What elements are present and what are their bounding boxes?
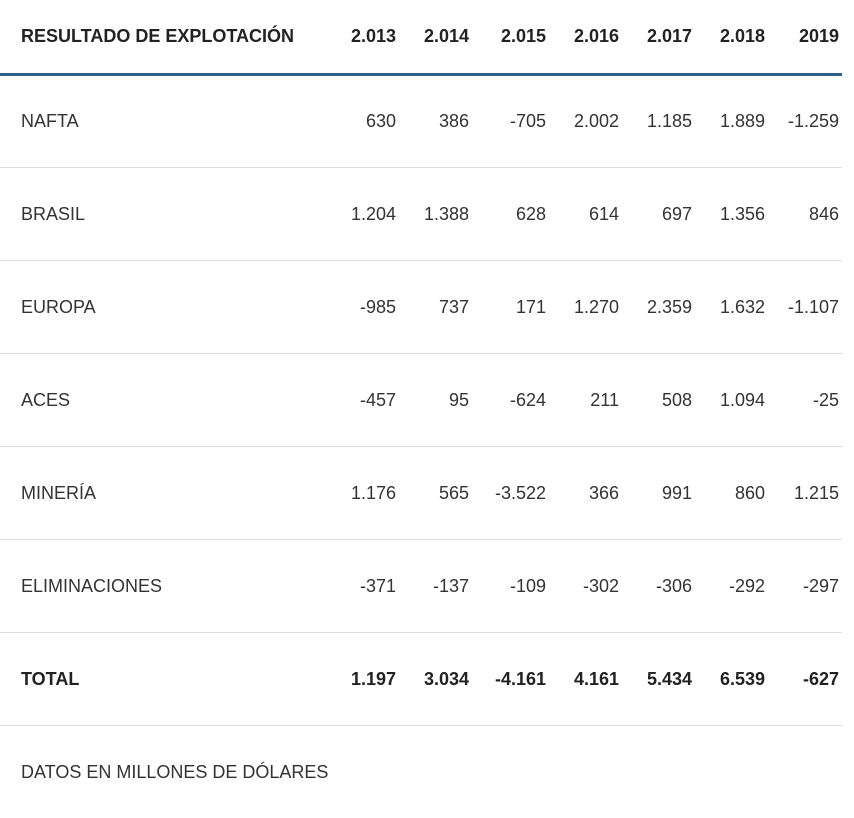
row-label: MINERÍA <box>0 447 318 540</box>
cell-value: 1.215 <box>765 447 842 540</box>
cell-value: 95 <box>396 354 469 447</box>
header-title: RESULTADO DE EXPLOTACIÓN <box>0 0 318 75</box>
row-label-total: TOTAL <box>0 633 318 726</box>
cell-value: -292 <box>692 540 765 633</box>
cell-value: 2.359 <box>619 261 692 354</box>
cell-total-value: 6.539 <box>692 633 765 726</box>
table-row: ELIMINACIONES -371 -137 -109 -302 -306 -… <box>0 540 842 633</box>
table-footnote: DATOS EN MILLONES DE DÓLARES <box>0 726 842 818</box>
table-header-row: RESULTADO DE EXPLOTACIÓN 2.013 2.014 2.0… <box>0 0 842 75</box>
cell-value: -1.107 <box>765 261 842 354</box>
table-row: EUROPA -985 737 171 1.270 2.359 1.632 -1… <box>0 261 842 354</box>
row-label: BRASIL <box>0 168 318 261</box>
cell-value: 2.002 <box>546 75 619 168</box>
table-row: MINERÍA 1.176 565 -3.522 366 991 860 1.2… <box>0 447 842 540</box>
cell-value: 737 <box>396 261 469 354</box>
cell-total-value: 3.034 <box>396 633 469 726</box>
cell-value: -137 <box>396 540 469 633</box>
cell-value: 1.270 <box>546 261 619 354</box>
cell-value: -985 <box>318 261 396 354</box>
header-year: 2.014 <box>396 0 469 75</box>
cell-value: 1.176 <box>318 447 396 540</box>
cell-value: 1.185 <box>619 75 692 168</box>
table-footnote-row: DATOS EN MILLONES DE DÓLARES <box>0 726 842 818</box>
cell-total-value: -627 <box>765 633 842 726</box>
cell-value: 565 <box>396 447 469 540</box>
header-year: 2.016 <box>546 0 619 75</box>
cell-value: 628 <box>469 168 546 261</box>
cell-value: 991 <box>619 447 692 540</box>
cell-total-value: 4.161 <box>546 633 619 726</box>
cell-value: -297 <box>765 540 842 633</box>
cell-value: -109 <box>469 540 546 633</box>
cell-value: -457 <box>318 354 396 447</box>
cell-value: 366 <box>546 447 619 540</box>
header-year: 2.018 <box>692 0 765 75</box>
header-year: 2.015 <box>469 0 546 75</box>
cell-value: 211 <box>546 354 619 447</box>
cell-value: -302 <box>546 540 619 633</box>
cell-value: 1.388 <box>396 168 469 261</box>
cell-total-value: 5.434 <box>619 633 692 726</box>
cell-value: 697 <box>619 168 692 261</box>
cell-total-value: 1.197 <box>318 633 396 726</box>
cell-value: 386 <box>396 75 469 168</box>
cell-value: -25 <box>765 354 842 447</box>
cell-total-value: -4.161 <box>469 633 546 726</box>
table-row: ACES -457 95 -624 211 508 1.094 -25 <box>0 354 842 447</box>
table-row: NAFTA 630 386 -705 2.002 1.185 1.889 -1.… <box>0 75 842 168</box>
row-label: NAFTA <box>0 75 318 168</box>
cell-value: 1.094 <box>692 354 765 447</box>
cell-value: -3.522 <box>469 447 546 540</box>
header-year: 2019 <box>765 0 842 75</box>
header-year: 2.013 <box>318 0 396 75</box>
cell-value: 1.632 <box>692 261 765 354</box>
cell-value: 1.356 <box>692 168 765 261</box>
row-label: EUROPA <box>0 261 318 354</box>
table-row: BRASIL 1.204 1.388 628 614 697 1.356 846 <box>0 168 842 261</box>
cell-value: 860 <box>692 447 765 540</box>
cell-value: -624 <box>469 354 546 447</box>
cell-value: -371 <box>318 540 396 633</box>
table-total-row: TOTAL 1.197 3.034 -4.161 4.161 5.434 6.5… <box>0 633 842 726</box>
cell-value: 1.204 <box>318 168 396 261</box>
cell-value: 171 <box>469 261 546 354</box>
cell-value: 846 <box>765 168 842 261</box>
cell-value: -306 <box>619 540 692 633</box>
header-year: 2.017 <box>619 0 692 75</box>
cell-value: 1.889 <box>692 75 765 168</box>
cell-value: 630 <box>318 75 396 168</box>
cell-value: -705 <box>469 75 546 168</box>
row-label: ACES <box>0 354 318 447</box>
cell-value: 508 <box>619 354 692 447</box>
cell-value: -1.259 <box>765 75 842 168</box>
row-label: ELIMINACIONES <box>0 540 318 633</box>
cell-value: 614 <box>546 168 619 261</box>
